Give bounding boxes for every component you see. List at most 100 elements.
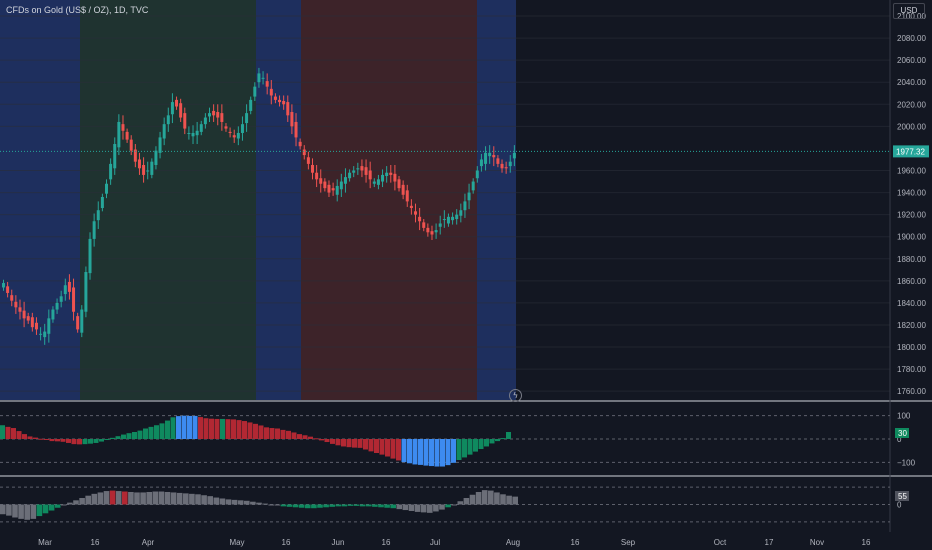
osc1-bar xyxy=(159,423,165,439)
price-candles xyxy=(2,67,516,345)
candle-body xyxy=(133,149,137,162)
osc1-bar xyxy=(335,439,341,446)
candle-body xyxy=(372,181,376,184)
candle-body xyxy=(257,73,261,83)
osc1-bar xyxy=(82,439,88,445)
candle-body xyxy=(451,216,455,221)
osc2-bar xyxy=(372,504,378,507)
osc2-bar xyxy=(85,495,91,505)
candle-body xyxy=(80,309,84,333)
osc2-bar xyxy=(24,504,30,520)
candle-body xyxy=(228,131,232,133)
osc1-bar xyxy=(110,437,115,439)
candle-body xyxy=(389,172,393,175)
candle-body xyxy=(294,121,298,138)
osc2-bar xyxy=(170,492,177,505)
candle-body xyxy=(154,150,158,165)
candle-body xyxy=(360,166,364,171)
time-tick-label: Nov xyxy=(810,538,824,547)
currency-button[interactable]: USD xyxy=(893,3,925,19)
osc1-bar xyxy=(225,419,231,439)
osc1-bar xyxy=(379,439,385,455)
osc1-bar xyxy=(44,439,49,440)
candle-body xyxy=(100,196,104,209)
osc2-bar xyxy=(323,504,329,508)
osc1-bar xyxy=(407,439,412,464)
osc1-bar xyxy=(66,439,71,443)
candle-body xyxy=(381,174,385,182)
osc2-bar xyxy=(463,498,470,505)
osc2-bar xyxy=(109,490,116,505)
osc1-bar xyxy=(93,439,99,443)
candle-body xyxy=(51,309,55,320)
candle-body xyxy=(282,100,286,105)
candle-body xyxy=(438,223,442,227)
osc1-bar xyxy=(77,439,82,445)
osc1-bar xyxy=(357,439,363,448)
osc1-bar xyxy=(242,421,247,439)
price-tick-label: 1960.00 xyxy=(897,167,926,176)
osc1-bar xyxy=(181,415,187,439)
osc1-bar xyxy=(154,425,159,439)
candle-body xyxy=(109,163,113,180)
osc1-bar xyxy=(132,432,137,439)
osc2-bar xyxy=(500,494,506,505)
osc1-bar xyxy=(368,439,374,452)
osc1-bar xyxy=(11,428,16,439)
osc2-bar xyxy=(176,492,183,505)
candle-body xyxy=(348,172,352,179)
osc2-bar xyxy=(164,491,171,505)
candle-body xyxy=(290,112,294,127)
osc2-bar xyxy=(329,504,335,507)
osc2-bar xyxy=(42,504,49,514)
candle-body xyxy=(76,316,80,330)
osc2-bar xyxy=(103,491,110,505)
chart-title[interactable]: CFDs on Gold (US$ / OZ), 1D, TVC xyxy=(6,5,149,15)
oscillator-2-histogram xyxy=(0,486,890,523)
time-tick-label: 16 xyxy=(282,538,291,547)
price-tick-label: 2060.00 xyxy=(897,56,926,65)
osc2-bar xyxy=(250,501,256,505)
candle-body xyxy=(187,132,191,134)
osc1-bar xyxy=(88,439,93,444)
osc2-bar xyxy=(390,504,396,509)
candle-body xyxy=(356,168,360,170)
osc2-bar xyxy=(378,504,384,508)
candle-body xyxy=(315,172,319,180)
osc1-bar xyxy=(363,439,368,450)
osc1-tick-label: −100 xyxy=(897,458,916,467)
osc2-bar xyxy=(286,504,293,507)
osc1-bar xyxy=(203,418,209,439)
time-tick-label: Jul xyxy=(430,538,440,547)
candle-body xyxy=(92,221,96,239)
candle-body xyxy=(265,81,269,87)
osc1-bar xyxy=(489,439,495,444)
candle-body xyxy=(170,102,174,115)
background-bands xyxy=(0,0,516,400)
osc2-bar xyxy=(311,504,317,509)
price-tick-label: 2020.00 xyxy=(897,100,926,109)
candle-body xyxy=(496,158,500,164)
osc2-bar xyxy=(140,492,146,505)
candle-body xyxy=(59,296,63,302)
price-tick-label: 1940.00 xyxy=(897,189,926,198)
candle-body xyxy=(67,281,71,292)
candle-body xyxy=(422,222,426,228)
osc1-bar xyxy=(198,417,203,439)
lightning-icon[interactable]: ϟ xyxy=(509,389,522,402)
osc1-bar xyxy=(137,430,143,439)
candle-body xyxy=(18,307,22,312)
candle-body xyxy=(240,124,244,133)
osc1-bar xyxy=(280,429,286,439)
osc1-bar xyxy=(291,432,297,439)
candle-body xyxy=(253,86,257,97)
osc2-bar xyxy=(366,504,372,507)
candle-body xyxy=(323,181,327,189)
candle-body xyxy=(142,164,146,175)
osc1-bar xyxy=(451,439,456,463)
osc1-bar xyxy=(374,439,379,453)
osc1-bar xyxy=(500,438,506,440)
price-tick-label: 1780.00 xyxy=(897,365,926,374)
candle-body xyxy=(376,179,380,185)
